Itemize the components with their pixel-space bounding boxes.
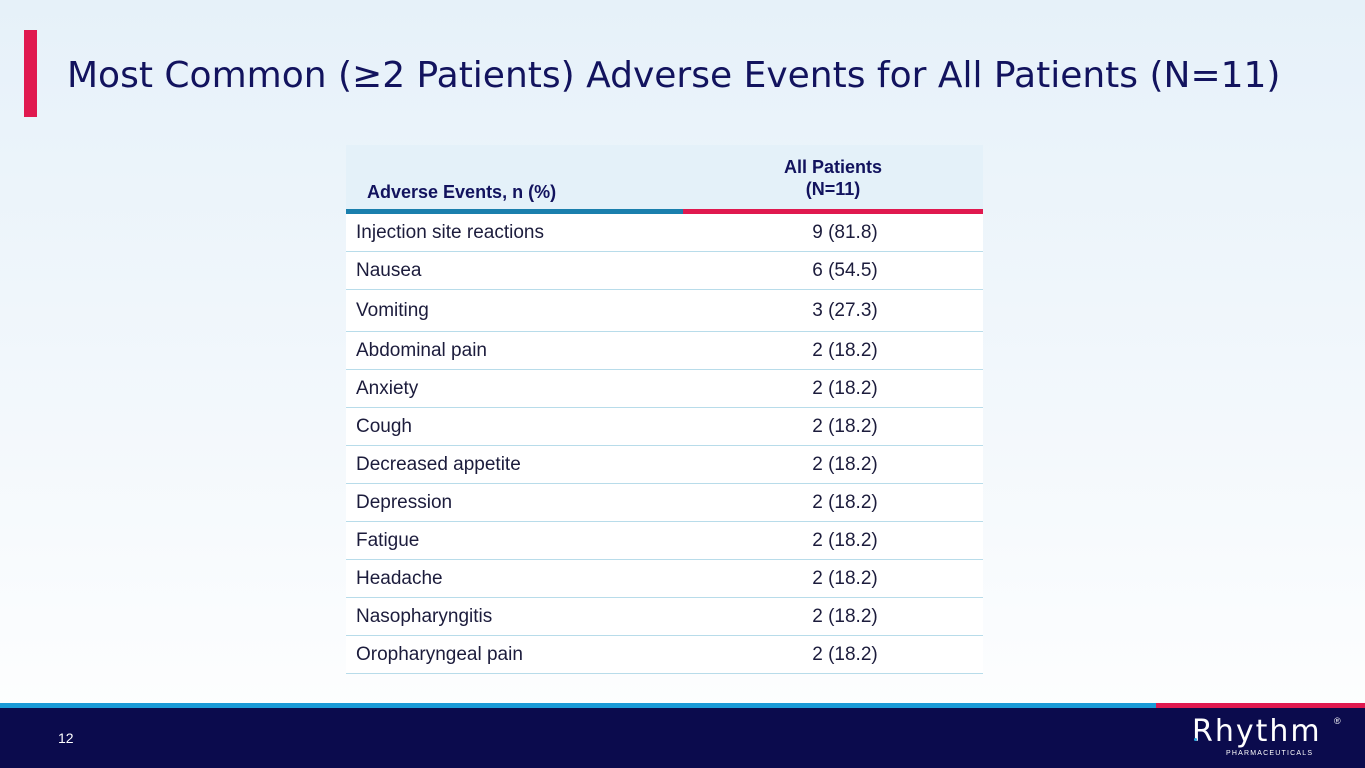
adverse-event-name: Headache bbox=[346, 559, 683, 598]
adverse-event-count: 2 (18.2) bbox=[683, 483, 983, 522]
adverse-event-name: Abdominal pain bbox=[346, 331, 683, 370]
adverse-event-count: 2 (18.2) bbox=[683, 559, 983, 598]
logo-registered-mark: ® bbox=[1334, 716, 1341, 726]
adverse-event-count: 2 (18.2) bbox=[683, 521, 983, 560]
adverse-event-name: Fatigue bbox=[346, 521, 683, 560]
page-number: 12 bbox=[58, 730, 74, 746]
title-accent-bar bbox=[24, 30, 37, 117]
table-row: Injection site reactions 9 (81.8) bbox=[346, 211, 983, 252]
footer-accent-line-blue bbox=[0, 703, 1156, 708]
adverse-event-count: 6 (54.5) bbox=[683, 251, 983, 290]
table-row: Cough 2 (18.2) bbox=[346, 407, 983, 446]
header-all-patients-label: All Patients bbox=[783, 157, 883, 177]
table-row: Nasopharyngitis 2 (18.2) bbox=[346, 597, 983, 636]
adverse-event-count: 3 (27.3) bbox=[683, 289, 983, 332]
footer-accent-line-red bbox=[1156, 703, 1365, 708]
table-row: Fatigue 2 (18.2) bbox=[346, 521, 983, 560]
table-header-row: Adverse Events, n (%) All Patients (N=11… bbox=[346, 145, 983, 214]
adverse-event-name: Oropharyngeal pain bbox=[346, 635, 683, 674]
adverse-events-table-container: Adverse Events, n (%) All Patients (N=11… bbox=[346, 145, 983, 674]
table-row: Anxiety 2 (18.2) bbox=[346, 369, 983, 408]
adverse-event-name: Vomiting bbox=[346, 289, 683, 332]
header-all-patients: All Patients (N=11) bbox=[683, 145, 983, 214]
table-row: Vomiting 3 (27.3) bbox=[346, 289, 983, 332]
rhythm-logo: Rhythm ® PHARMACEUTICALS bbox=[1192, 714, 1342, 762]
table-row: Oropharyngeal pain 2 (18.2) bbox=[346, 635, 983, 674]
adverse-event-count: 2 (18.2) bbox=[683, 331, 983, 370]
table-row: Abdominal pain 2 (18.2) bbox=[346, 331, 983, 370]
adverse-event-name: Cough bbox=[346, 407, 683, 446]
table-row: Nausea 6 (54.5) bbox=[346, 251, 983, 290]
adverse-event-count: 2 (18.2) bbox=[683, 407, 983, 446]
table-row: Headache 2 (18.2) bbox=[346, 559, 983, 598]
table-row: Decreased appetite 2 (18.2) bbox=[346, 445, 983, 484]
slide-title: Most Common (≥2 Patients) Adverse Events… bbox=[67, 55, 1281, 96]
adverse-event-name: Anxiety bbox=[346, 369, 683, 408]
header-all-patients-n: (N=11) bbox=[805, 179, 861, 199]
adverse-event-count: 9 (81.8) bbox=[683, 211, 983, 252]
logo-dot-icon bbox=[1194, 738, 1197, 741]
adverse-event-name: Nasopharyngitis bbox=[346, 597, 683, 636]
adverse-event-name: Injection site reactions bbox=[346, 211, 683, 252]
adverse-event-count: 2 (18.2) bbox=[683, 635, 983, 674]
adverse-event-name: Nausea bbox=[346, 251, 683, 290]
adverse-event-count: 2 (18.2) bbox=[683, 369, 983, 408]
adverse-event-name: Depression bbox=[346, 483, 683, 522]
table-row: Depression 2 (18.2) bbox=[346, 483, 983, 522]
logo-wordmark: Rhythm bbox=[1192, 714, 1322, 749]
adverse-events-table: Adverse Events, n (%) All Patients (N=11… bbox=[346, 145, 983, 674]
footer-bar: 12 Rhythm ® PHARMACEUTICALS bbox=[0, 708, 1365, 768]
logo-subtext: PHARMACEUTICALS bbox=[1226, 750, 1314, 757]
adverse-event-name: Decreased appetite bbox=[346, 445, 683, 484]
adverse-event-count: 2 (18.2) bbox=[683, 445, 983, 484]
adverse-event-count: 2 (18.2) bbox=[683, 597, 983, 636]
header-adverse-events: Adverse Events, n (%) bbox=[346, 145, 683, 214]
